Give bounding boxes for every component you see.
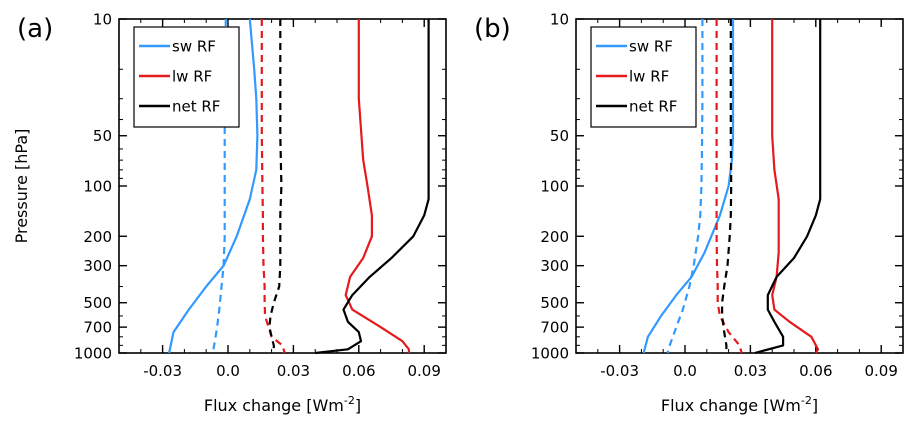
y-tick-label: 10 (550, 11, 569, 29)
y-axis-title: Pressure [hPa] (12, 129, 31, 244)
x-tick-label: 0.06 (799, 362, 832, 380)
legend-label: sw RF (172, 38, 216, 56)
x-axis-title: Flux change [Wm-2] (204, 394, 361, 415)
legend-label: lw RF (172, 68, 212, 86)
y-tick-label: 300 (540, 257, 569, 275)
series-line-lw-rf-dashed (260, 19, 286, 354)
series-line-sw-rf-solid (642, 19, 735, 354)
panel-label: (a) (17, 14, 53, 44)
panel-label: (b) (474, 14, 511, 44)
x-tick-label: -0.03 (143, 362, 182, 380)
legend-label: net RF (172, 98, 220, 116)
panel-b: -0.03 0.0 0.03 0.06 0.09 10 50 100 200 300 500 700 1… (474, 11, 904, 415)
panel-a: -0.03 0.0 0.03 0.06 0.09 10 50 100 200 300 500 700 1… (12, 11, 447, 415)
series-line-lw-rf-solid (771, 19, 820, 354)
y-tick-label: 200 (83, 228, 112, 246)
x-tick-label: 0.09 (407, 362, 440, 380)
legend-label: sw RF (629, 38, 673, 56)
series-line-sw-rf-dashed (666, 19, 704, 354)
x-tick-label: 0.09 (864, 362, 897, 380)
y-tick-label: 100 (540, 178, 569, 196)
series-line-net-rf-dashed (268, 19, 283, 353)
x-tick-label: 0.06 (342, 362, 375, 380)
y-tick-label: 50 (93, 127, 112, 145)
y-tick-label: 1000 (74, 345, 112, 363)
x-tick-label: 0.0 (216, 362, 240, 380)
y-tick-label: 700 (83, 319, 112, 337)
x-tick-label: 0.03 (277, 362, 310, 380)
series-line-net-rf-solid (754, 19, 822, 355)
y-tick-label: 50 (550, 127, 569, 145)
x-tick-label: 0.03 (734, 362, 767, 380)
legend: sw RF lw RF net RF (133, 26, 240, 128)
legend-label: net RF (629, 98, 677, 116)
series-line-lw-rf-dashed (715, 19, 743, 354)
x-tick-label: -0.03 (600, 362, 639, 380)
y-tick-label: 10 (93, 11, 112, 29)
series-line-sw-rf-dashed (211, 18, 227, 354)
y-tick-label: 500 (83, 294, 112, 312)
series-line-net-rf-dashed (720, 19, 733, 353)
legend-label: lw RF (629, 68, 669, 86)
series-line-sw-rf-solid (168, 18, 259, 354)
y-tick-label: 300 (83, 257, 112, 275)
series-line-net-rf-solid (315, 19, 430, 355)
legend: sw RF lw RF net RF (590, 26, 697, 128)
y-tick-label: 200 (540, 228, 569, 246)
y-tick-label: 500 (540, 294, 569, 312)
y-tick-label: 700 (540, 319, 569, 337)
series-line-lw-rf-solid (344, 19, 410, 353)
y-tick-label: 100 (83, 178, 112, 196)
y-tick-label: 1000 (531, 345, 569, 363)
x-axis-title: Flux change [Wm-2] (661, 394, 818, 415)
x-tick-label: 0.0 (673, 362, 697, 380)
